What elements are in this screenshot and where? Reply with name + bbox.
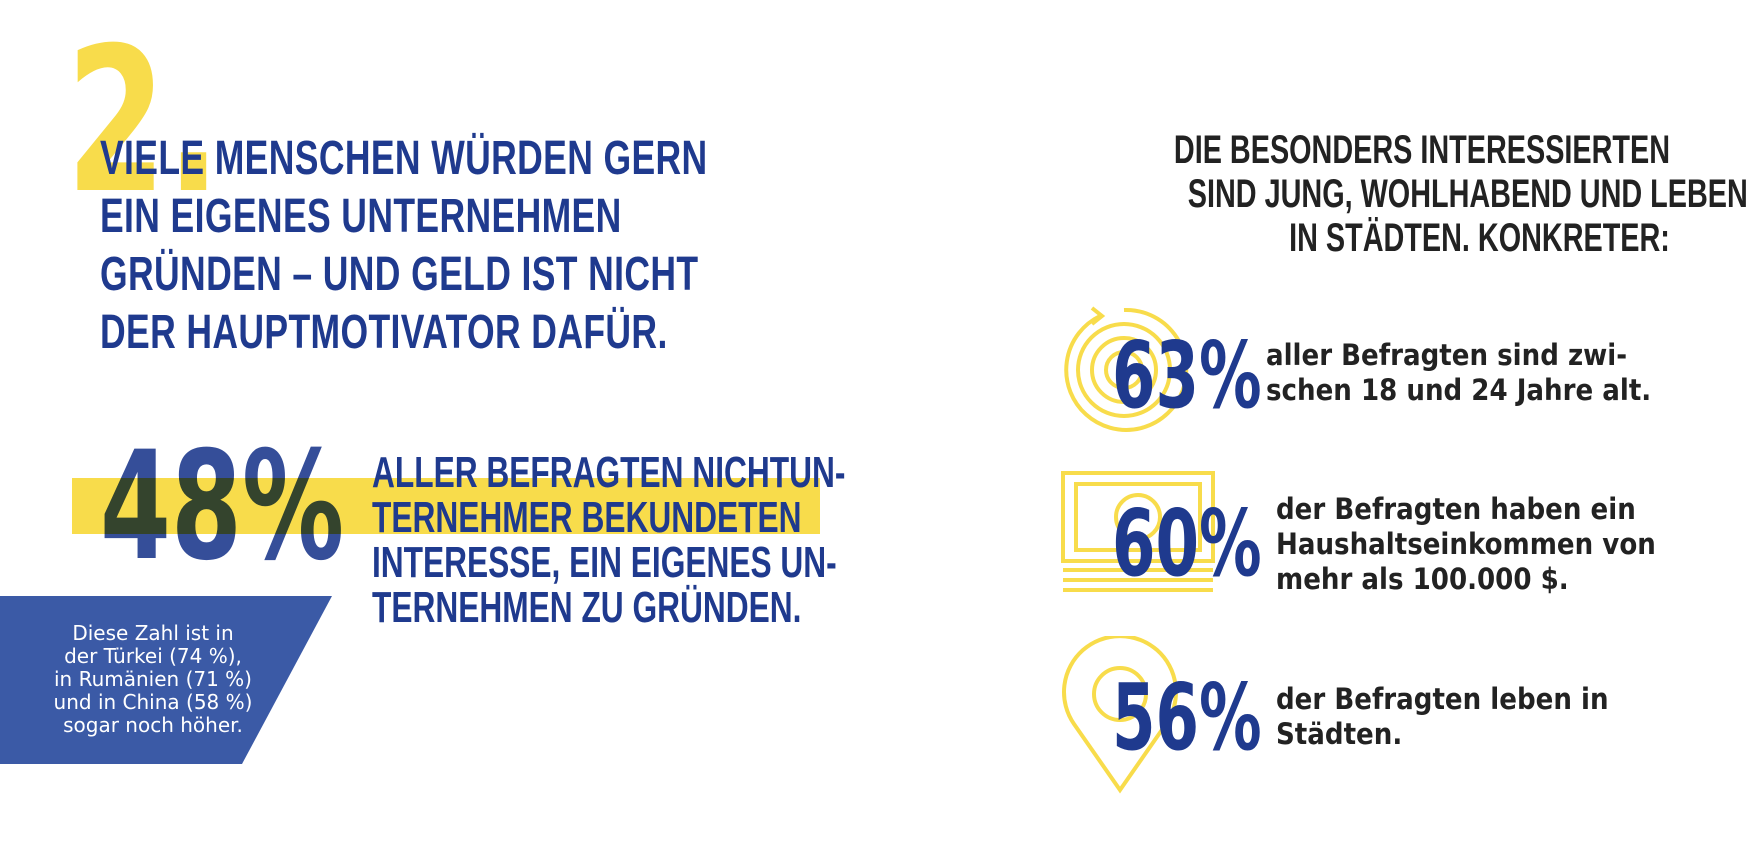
- stat-line: Haushaltseinkommen von: [1276, 527, 1656, 561]
- note-line: und in China (58 %): [53, 690, 253, 714]
- right-heading: DIE BESONDERS INTERESSIERTEN SIND JUNG, …: [970, 128, 1748, 260]
- right-heading-line: IN STÄDTEN. KONKRETER:: [1289, 216, 1670, 260]
- stat-line: Städten.: [1276, 717, 1403, 751]
- map-pin-icon: [1062, 636, 1178, 794]
- right-heading-line: SIND JUNG, WOHLHABEND UND LEBEN: [1187, 172, 1748, 216]
- main-stat-value: 48%: [100, 420, 345, 594]
- stat-line: der Befragten leben in: [1276, 682, 1609, 716]
- note-line: sogar noch höher.: [63, 713, 243, 737]
- target-icon: [1064, 306, 1189, 432]
- section-number: 2.: [66, 5, 221, 238]
- main-stat-line: TERNEHMER BEKUNDETEN: [372, 493, 802, 542]
- stat-line: aller Befragten sind zwi-: [1266, 338, 1628, 372]
- main-stat-line: TERNEHMEN ZU GRÜNDEN.: [372, 583, 802, 632]
- stat-description: aller Befragten sind zwi- schen 18 und 2…: [1266, 338, 1651, 408]
- headline: VIELE MENSCHEN WÜRDEN GERN EIN EIGENES U…: [100, 130, 921, 362]
- highlight-bar: [72, 478, 820, 534]
- right-heading-line: DIE BESONDERS INTERESSIERTEN: [1173, 128, 1670, 172]
- main-stat-line: INTERESSE, EIN EIGENES UN-: [372, 538, 837, 587]
- note-box: [0, 596, 332, 764]
- note-text: Diese Zahl ist in der Türkei (74 %), in …: [28, 622, 278, 737]
- stat-value: 63%: [1112, 322, 1262, 429]
- note-line: Diese Zahl ist in: [72, 621, 234, 645]
- headline-line: VIELE MENSCHEN WÜRDEN GERN: [100, 132, 708, 185]
- stat-value: 60%: [1112, 490, 1262, 597]
- main-stat-line: ALLER BEFRAGTEN NICHTUN-: [372, 448, 846, 497]
- stat-line: der Befragten haben ein: [1276, 492, 1636, 526]
- stat-value: 56%: [1112, 664, 1262, 771]
- note-line: der Türkei (74 %),: [64, 644, 242, 668]
- main-stat-description: ALLER BEFRAGTEN NICHTUN- TERNEHMER BEKUN…: [372, 450, 1030, 630]
- headline-line: GRÜNDEN – UND GELD IST NICHT: [100, 248, 699, 301]
- note-line: in Rumänien (71 %): [54, 667, 252, 691]
- stat-description: der Befragten haben ein Haushaltseinkomm…: [1276, 492, 1656, 597]
- banknote-icon: [1061, 471, 1215, 592]
- headline-line: EIN EIGENES UNTERNEHMEN: [100, 190, 622, 243]
- stat-description: der Befragten leben in Städten.: [1276, 682, 1609, 752]
- stat-line: mehr als 100.000 $.: [1276, 562, 1569, 596]
- headline-line: DER HAUPTMOTIVATOR DAFÜR.: [100, 306, 668, 359]
- stat-line: schen 18 und 24 Jahre alt.: [1266, 373, 1652, 407]
